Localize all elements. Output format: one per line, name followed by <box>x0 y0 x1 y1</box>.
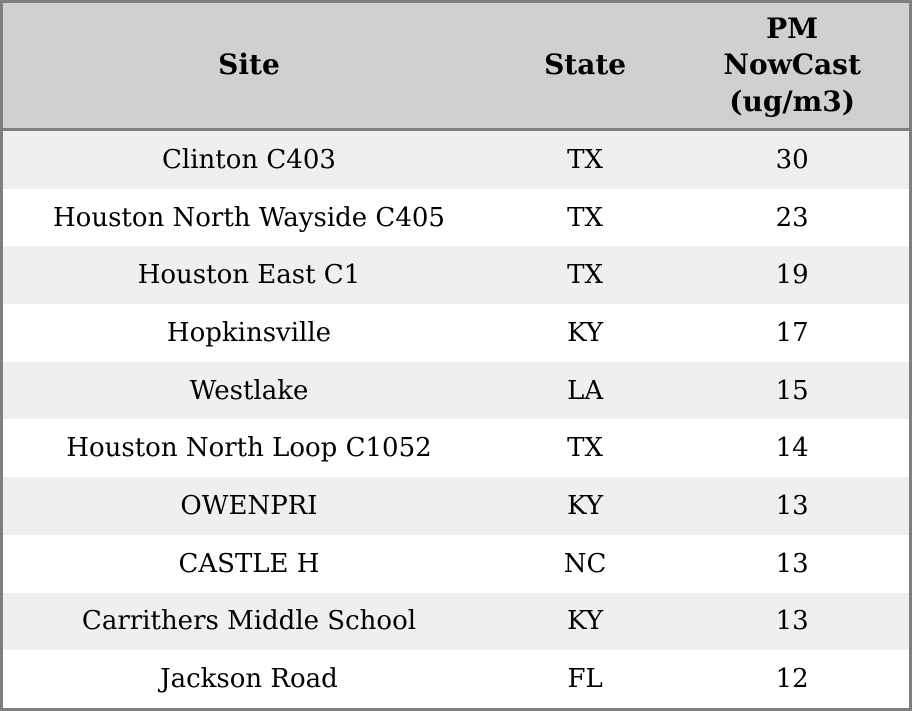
table-body: Clinton C403 TX 30 Houston North Wayside… <box>3 129 909 708</box>
pm-cell: 13 <box>675 534 909 593</box>
site-cell: Jackson Road <box>3 650 495 708</box>
column-header-state-label: State <box>544 48 627 82</box>
state-cell: TX <box>494 188 676 247</box>
site-cell: Westlake <box>3 361 495 420</box>
column-header-site-label: Site <box>218 48 280 82</box>
pm-cell: 13 <box>675 592 909 651</box>
pm-cell: 12 <box>675 650 909 708</box>
pm-cell: 19 <box>675 246 909 305</box>
table-row: Houston North Wayside C405 TX 23 <box>3 188 909 247</box>
site-cell: Hopkinsville <box>3 304 495 362</box>
pm-cell: 30 <box>675 129 909 189</box>
site-cell: Carrithers Middle School <box>3 592 495 651</box>
table-row: Hopkinsville KY 17 <box>3 304 909 362</box>
header-row: Site State PM NowCast (ug/m3) <box>3 3 909 131</box>
column-header-pm-nowcast: PM NowCast (ug/m3) <box>675 3 909 131</box>
column-header-site: Site <box>3 3 495 131</box>
site-cell: OWENPRI <box>3 477 495 535</box>
site-cell: Houston East C1 <box>3 246 495 305</box>
column-header-pm-nowcast-label: PM NowCast (ug/m3) <box>723 11 861 118</box>
table-row: CASTLE H NC 13 <box>3 534 909 593</box>
pm-cell: 17 <box>675 304 909 362</box>
table-row: Houston North Loop C1052 TX 14 <box>3 419 909 478</box>
table-row: Houston East C1 TX 19 <box>3 246 909 305</box>
site-cell: Houston North Loop C1052 <box>3 419 495 478</box>
column-header-state: State <box>494 3 676 131</box>
table-row: Carrithers Middle School KY 13 <box>3 592 909 651</box>
site-cell: CASTLE H <box>3 534 495 593</box>
table-row: Jackson Road FL 12 <box>3 650 909 708</box>
state-cell: FL <box>494 650 676 708</box>
table-header: Site State PM NowCast (ug/m3) <box>3 3 909 131</box>
table-row: Westlake LA 15 <box>3 361 909 420</box>
pm-nowcast-table: Site State PM NowCast (ug/m3) Clinton C4… <box>3 3 909 708</box>
site-cell: Houston North Wayside C405 <box>3 188 495 247</box>
state-cell: KY <box>494 592 676 651</box>
site-cell: Clinton C403 <box>3 129 495 189</box>
state-cell: LA <box>494 361 676 420</box>
pm-cell: 14 <box>675 419 909 478</box>
pm-cell: 15 <box>675 361 909 420</box>
state-cell: NC <box>494 534 676 593</box>
state-cell: KY <box>494 477 676 535</box>
state-cell: KY <box>494 304 676 362</box>
pm-cell: 23 <box>675 188 909 247</box>
pm-cell: 13 <box>675 477 909 535</box>
state-cell: TX <box>494 129 676 189</box>
state-cell: TX <box>494 419 676 478</box>
table-row: OWENPRI KY 13 <box>3 477 909 535</box>
state-cell: TX <box>494 246 676 305</box>
table-row: Clinton C403 TX 30 <box>3 129 909 189</box>
